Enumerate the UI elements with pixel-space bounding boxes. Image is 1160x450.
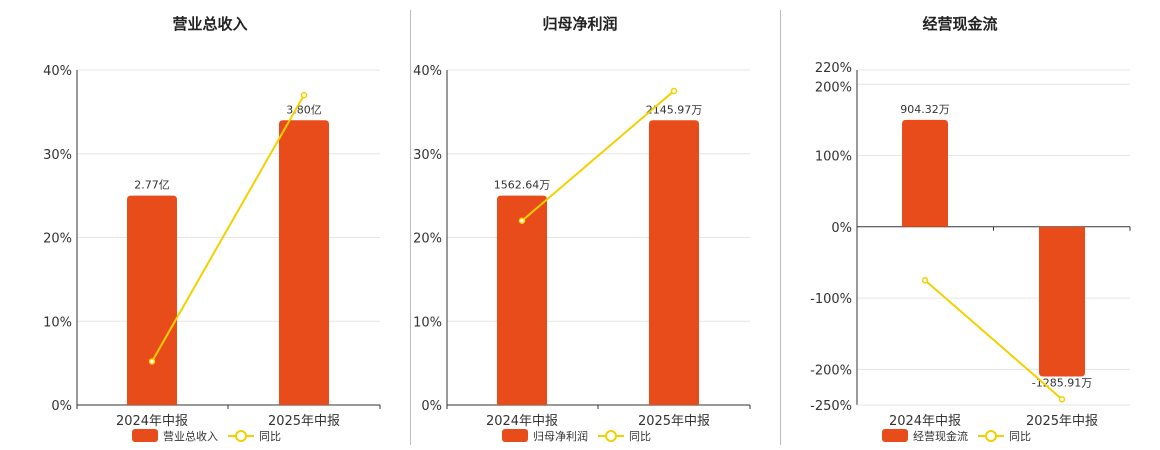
x-category-label: 2024年中报 xyxy=(116,414,188,429)
line-point xyxy=(1058,396,1066,403)
panel-divider xyxy=(780,10,781,445)
legend-label: 同比 xyxy=(1009,430,1031,443)
y-tick-label: 40% xyxy=(413,64,442,79)
bar-data-label: -1285.91万 xyxy=(1032,376,1092,389)
legend-swatch-marker xyxy=(235,430,247,442)
y-tick-label: -250% xyxy=(810,399,852,414)
y-tick-label: 10% xyxy=(43,315,72,330)
bar-data-label: 2145.97万 xyxy=(646,103,703,116)
y-tick-label: 20% xyxy=(413,232,442,247)
line-point xyxy=(921,277,929,284)
x-category-label: 2025年中报 xyxy=(268,414,340,429)
y-tick-label: 100% xyxy=(815,150,852,165)
line-series xyxy=(151,94,305,362)
line-point xyxy=(148,358,156,365)
line-point xyxy=(670,87,678,95)
legend-swatch-bar xyxy=(132,429,158,442)
chart-panel-revenue: 营业总收入 0% 10% 20% 30% 40% 2024年中报 2025年中报 2.77亿 3.… xyxy=(0,0,410,450)
y-tick-label: 20% xyxy=(43,232,72,247)
chart-title: 营业总收入 xyxy=(172,15,247,33)
legend-swatch-bar xyxy=(882,429,908,442)
net-profit-chart: 归母净利润 0% 10% 20% 30% 40% 2024年中报 2025年中报 1562.64… xyxy=(413,15,751,443)
panel-divider xyxy=(410,10,411,445)
y-tick-label: 30% xyxy=(43,148,72,163)
x-category-label: 2024年中报 xyxy=(486,414,558,429)
x-category-label: 2024年中报 xyxy=(889,414,961,429)
bar-data-label: 1562.64万 xyxy=(494,179,551,192)
chart-panel-cash-flow: 经营现金流 -250% -200% -100% 0% 100% 200% 220% 2024年中… xyxy=(780,0,1160,450)
legend-label: 同比 xyxy=(259,430,281,443)
y-tick-label: 200% xyxy=(815,80,852,95)
bar xyxy=(127,195,177,405)
y-tick-label: 30% xyxy=(413,148,442,163)
x-category-label: 2025年中报 xyxy=(638,414,710,429)
y-tick-label: 10% xyxy=(413,315,442,330)
y-tick-label: -200% xyxy=(810,363,852,378)
legend-swatch-marker xyxy=(605,430,617,442)
line-series xyxy=(521,90,675,222)
bar xyxy=(1039,226,1085,377)
legend-swatch-bar xyxy=(502,429,528,442)
legend-label: 归母净利润 xyxy=(533,429,588,443)
bar xyxy=(279,120,329,405)
bar xyxy=(497,195,547,405)
chart-title: 经营现金流 xyxy=(922,15,997,33)
legend-label: 同比 xyxy=(629,430,651,443)
revenue-chart: 营业总收入 0% 10% 20% 30% 40% 2024年中报 2025年中报 2.77亿 3.… xyxy=(43,15,381,443)
legend-label: 经营现金流 xyxy=(913,429,968,443)
legend-swatch-marker xyxy=(985,430,997,442)
y-tick-label: 0% xyxy=(51,399,72,414)
bar-data-label: 2.77亿 xyxy=(134,179,170,192)
y-tick-label: 220% xyxy=(815,61,852,76)
bar-data-label: 3.80亿 xyxy=(286,103,322,116)
y-tick-label: -100% xyxy=(810,292,852,307)
bar xyxy=(902,119,948,227)
line-series xyxy=(924,279,1063,401)
bar xyxy=(649,120,699,405)
y-tick-label: 40% xyxy=(43,64,72,79)
x-category-label: 2025年中报 xyxy=(1026,414,1098,429)
chart-title: 归母净利润 xyxy=(542,15,617,33)
legend-label: 营业总收入 xyxy=(163,429,218,443)
bar-data-label: 904.32万 xyxy=(900,103,950,116)
line-point xyxy=(300,91,308,99)
chart-panel-net-profit: 归母净利润 0% 10% 20% 30% 40% 2024年中报 2025年中报 1562.64… xyxy=(410,0,780,450)
line-point xyxy=(518,217,526,224)
y-tick-label: 0% xyxy=(831,221,852,236)
y-tick-label: 0% xyxy=(421,399,442,414)
cash-flow-chart: 经营现金流 -250% -200% -100% 0% 100% 200% 220% 2024年中… xyxy=(810,15,1131,443)
